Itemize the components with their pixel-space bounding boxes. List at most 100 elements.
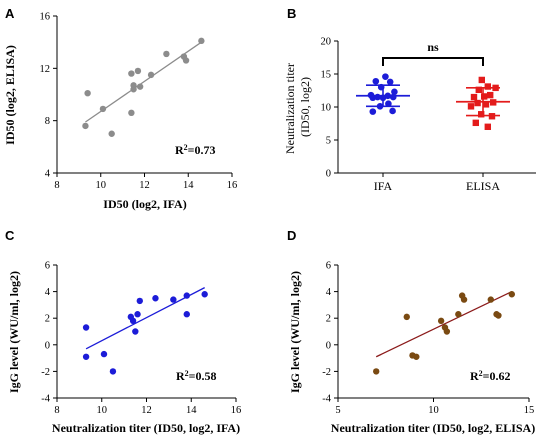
- panel-c-data-point: [82, 324, 90, 331]
- panel-d-ytick-label: 0: [326, 340, 331, 351]
- panel-b-data-point: [384, 92, 392, 100]
- panel-d-letter: D: [287, 228, 296, 243]
- panel-b-data-point: [376, 103, 384, 110]
- panel-d-xtick-label: 5: [335, 405, 340, 416]
- panel-a-data-point: [134, 67, 142, 75]
- panel-a-data-point: [198, 37, 205, 45]
- panel-c-xtick-label: 8: [54, 405, 59, 416]
- panel-b-data-point: [484, 123, 491, 130]
- panel-c-xlabel: Neutralization titer (ID50, log2, IFA): [52, 421, 240, 435]
- panel-b-ylabel-line2: (ID50, log2): [298, 77, 312, 137]
- panel-a-data-point: [99, 105, 107, 113]
- panel-b-data-point: [367, 91, 375, 99]
- panel-a-data-point: [136, 83, 144, 90]
- panel-b-data-point: [467, 103, 475, 110]
- panel-a-r2: R2=0.73: [175, 143, 216, 158]
- panel-b-data-point: [377, 83, 385, 91]
- panel-b-data-point: [482, 101, 490, 108]
- panel-d-r2: R2=0.62: [470, 369, 511, 384]
- panel-b-ylabel: Neutralization titer (ID50, log2): [283, 60, 312, 154]
- panel-d-data-point: [403, 313, 410, 321]
- panel-c-ytick-label: -4: [41, 394, 50, 405]
- panel-a-data-point: [108, 130, 115, 137]
- panel-d-ytick-label: 2: [326, 314, 331, 325]
- panel-c-data-point: [170, 296, 177, 303]
- panel-b-data-point: [470, 93, 478, 101]
- panel-d-ytick-label: -4: [322, 394, 331, 405]
- panel-b-ytick-label: 0: [326, 169, 331, 180]
- panel-c-data-point: [201, 291, 208, 298]
- panel-d-xtick-label: 15: [524, 405, 535, 416]
- panel-c-ytick-label: -2: [41, 367, 50, 378]
- panel-b-data-point: [389, 107, 396, 115]
- panel-a-data-point: [84, 89, 91, 97]
- panel-b-data-point: [478, 111, 485, 118]
- panel-c-xtick-label: 10: [97, 405, 108, 416]
- panel-d-data-point: [460, 296, 468, 303]
- panel-d-ytick-label: 4: [326, 287, 332, 298]
- panel-c-data-point: [82, 353, 90, 360]
- panel-c-data-point: [136, 297, 143, 305]
- panel-b-category-label: IFA: [374, 179, 393, 193]
- panel-d-data-point: [443, 328, 451, 335]
- panel-b-ylabel-line1: Neutralization titer: [283, 63, 297, 154]
- panel-a-data-point: [128, 109, 135, 117]
- panel-c-data-point: [183, 311, 190, 318]
- panel-c-ytick-label: 2: [45, 314, 50, 325]
- panel-c-xtick-label: 16: [231, 405, 242, 416]
- panel-b-series-ifa: [356, 73, 410, 115]
- panel-c-r2: R2=0.58: [176, 369, 217, 384]
- panel-a-data-point: [82, 122, 89, 130]
- panel-d-data-point: [487, 296, 494, 303]
- panel-a-ylabel: ID50 (log2, ELISA): [3, 45, 17, 145]
- panel-d-data-point: [437, 317, 445, 325]
- panel-b-data-point: [472, 119, 479, 127]
- panel-d-ytick-label: -2: [322, 367, 331, 378]
- panel-a-letter: A: [5, 6, 15, 21]
- panel-c-data-point: [183, 292, 190, 299]
- panel-a-xtick-label: 12: [139, 180, 150, 191]
- panel-a-ytick-label: 4: [45, 169, 51, 180]
- panel-d-xlabel: Neutralization titer (ID50, log2, ELISA): [331, 421, 535, 435]
- panel-c-data-point: [152, 295, 159, 302]
- panel-b-data-point: [372, 77, 380, 85]
- panel-a-xtick-label: 14: [183, 180, 194, 191]
- panel-c: C 8 10 12 14 16 -4 -2 0 2 4 6 R2=0.58 Neutralizati…: [5, 228, 241, 435]
- panel-d: D 5 10 15 -4 -2 0 2 4 6 R2=0.62 Neutralization t…: [287, 228, 535, 435]
- panel-b-data-point: [386, 78, 394, 86]
- panel-c-xtick-label: 12: [141, 405, 152, 416]
- panel-a-ytick-label: 8: [45, 116, 50, 127]
- panel-d-data-point: [508, 291, 516, 298]
- panel-b-series-elisa: [456, 76, 510, 130]
- panel-a-data-point: [130, 86, 137, 93]
- panel-b-letter: B: [287, 6, 296, 21]
- panel-d-ylabel: IgG level (WU/ml, log2): [288, 271, 302, 393]
- panel-c-data-point: [129, 317, 137, 325]
- panel-c-data-point: [134, 311, 141, 318]
- panel-b-data-point: [478, 76, 485, 84]
- panel-b-data-point: [492, 84, 499, 92]
- panel-d-fit-line: [375, 291, 513, 358]
- panel-b-category-label: ELISA: [466, 179, 500, 193]
- panel-b-data-point: [391, 88, 398, 96]
- panel-a-data-point: [163, 50, 170, 58]
- panel-c-data-point: [100, 350, 108, 358]
- panel-b-significance-bracket: [382, 57, 484, 66]
- panel-d-data-point: [373, 368, 380, 375]
- panel-b-data-point: [389, 93, 397, 101]
- panel-b-data-point: [488, 113, 496, 120]
- panel-d-xtick-label: 10: [428, 405, 439, 416]
- panel-b-data-point: [490, 99, 497, 106]
- panel-b-data-point: [481, 93, 488, 100]
- panel-a-xtick-label: 10: [96, 180, 107, 191]
- panel-a-xtick-label: 16: [227, 180, 238, 191]
- panel-b-ytick-label: 5: [326, 136, 331, 147]
- panel-a-data-point: [128, 70, 135, 77]
- panel-b-data-point: [374, 93, 381, 101]
- panel-b-data-point: [475, 86, 482, 94]
- panel-c-xtick-label: 14: [186, 405, 197, 416]
- panel-c-letter: C: [5, 228, 15, 243]
- panel-d-ytick-label: 6: [326, 261, 331, 272]
